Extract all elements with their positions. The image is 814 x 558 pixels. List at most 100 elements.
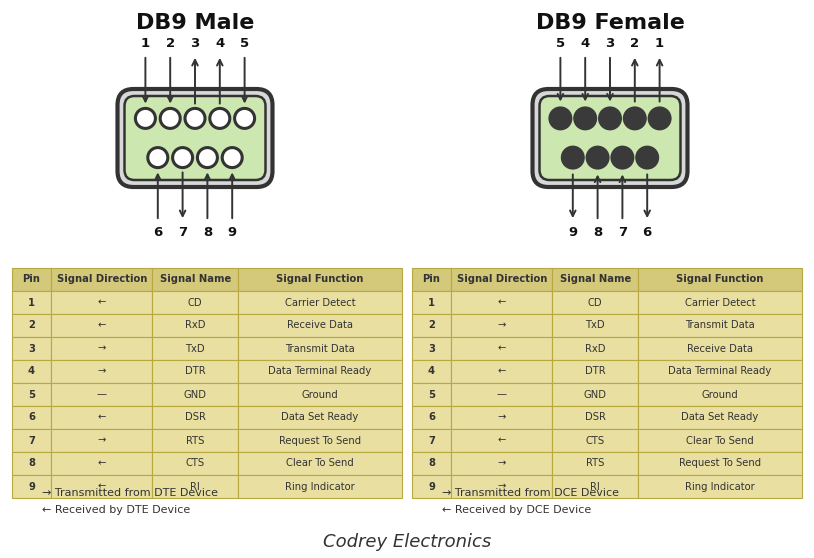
Text: RxD: RxD [185,320,206,330]
Text: 2: 2 [28,320,35,330]
Text: RI: RI [590,482,600,492]
Polygon shape [553,406,638,429]
Circle shape [234,108,255,128]
Text: CD: CD [588,297,602,307]
Text: 4: 4 [28,367,35,377]
Text: RTS: RTS [586,459,605,469]
Polygon shape [451,360,553,383]
Polygon shape [12,337,51,360]
Polygon shape [412,337,451,360]
Polygon shape [638,429,802,452]
Circle shape [210,108,230,128]
Text: Signal Function: Signal Function [676,275,764,285]
Text: Pin: Pin [422,275,440,285]
Polygon shape [51,452,152,475]
Text: DB9 Male: DB9 Male [136,13,254,33]
Polygon shape [239,406,402,429]
Polygon shape [239,337,402,360]
Text: Codrey Electronics: Codrey Electronics [323,533,491,551]
Text: 9: 9 [428,482,435,492]
Polygon shape [239,268,402,291]
Text: 6: 6 [428,412,435,422]
Text: CTS: CTS [186,459,205,469]
Text: Ground: Ground [702,389,738,400]
Circle shape [585,146,610,170]
Polygon shape [51,383,152,406]
Text: CTS: CTS [586,435,605,445]
Polygon shape [152,268,239,291]
Polygon shape [451,337,553,360]
Circle shape [148,148,168,167]
Polygon shape [638,314,802,337]
Text: 7: 7 [28,435,35,445]
Polygon shape [12,475,51,498]
Text: 7: 7 [618,226,627,239]
Text: DSR: DSR [185,412,206,422]
Circle shape [160,108,180,128]
Text: GND: GND [584,389,606,400]
Text: DB9 Female: DB9 Female [536,13,685,33]
Polygon shape [51,360,152,383]
Text: Signal Function: Signal Function [277,275,364,285]
Text: 8: 8 [593,226,602,239]
Text: ←: ← [497,297,505,307]
Polygon shape [553,383,638,406]
Text: →: → [497,482,505,492]
Text: CD: CD [188,297,203,307]
Polygon shape [412,314,451,337]
Text: TxD: TxD [585,320,605,330]
Polygon shape [451,452,553,475]
Polygon shape [451,268,553,291]
Polygon shape [12,268,51,291]
FancyBboxPatch shape [532,89,688,187]
Text: Receive Data: Receive Data [687,344,753,354]
Polygon shape [152,360,239,383]
Polygon shape [152,429,239,452]
Circle shape [623,107,647,131]
Text: 4: 4 [428,367,435,377]
Text: ←: ← [98,459,106,469]
Polygon shape [553,314,638,337]
Text: Carrier Detect: Carrier Detect [685,297,755,307]
Polygon shape [12,383,51,406]
Text: TxD: TxD [186,344,205,354]
Polygon shape [51,406,152,429]
Text: 3: 3 [428,344,435,354]
Text: 3: 3 [190,37,199,50]
Circle shape [173,148,193,167]
Polygon shape [451,406,553,429]
Text: Data Terminal Ready: Data Terminal Ready [269,367,372,377]
Circle shape [610,146,634,170]
Text: Clear To Send: Clear To Send [287,459,354,469]
Text: 6: 6 [153,226,163,239]
Polygon shape [12,452,51,475]
Polygon shape [412,475,451,498]
Text: 8: 8 [428,459,435,469]
Polygon shape [553,475,638,498]
Text: 7: 7 [428,435,435,445]
Polygon shape [451,475,553,498]
Polygon shape [553,268,638,291]
Polygon shape [638,337,802,360]
Polygon shape [239,314,402,337]
Text: ←: ← [98,482,106,492]
Polygon shape [152,314,239,337]
Text: →: → [497,412,505,422]
Polygon shape [412,452,451,475]
Text: Transmit Data: Transmit Data [685,320,755,330]
Text: DTR: DTR [185,367,206,377]
Text: Ring Indicator: Ring Indicator [285,482,355,492]
Polygon shape [412,268,451,291]
Polygon shape [638,383,802,406]
Polygon shape [638,291,802,314]
Text: Carrier Detect: Carrier Detect [285,297,356,307]
Text: DSR: DSR [585,412,606,422]
Text: RI: RI [190,482,200,492]
Text: → Transmitted from DTE Device: → Transmitted from DTE Device [42,488,218,498]
Polygon shape [239,429,402,452]
Polygon shape [451,383,553,406]
Text: 3: 3 [606,37,615,50]
FancyBboxPatch shape [540,96,681,180]
Polygon shape [12,360,51,383]
Polygon shape [412,429,451,452]
